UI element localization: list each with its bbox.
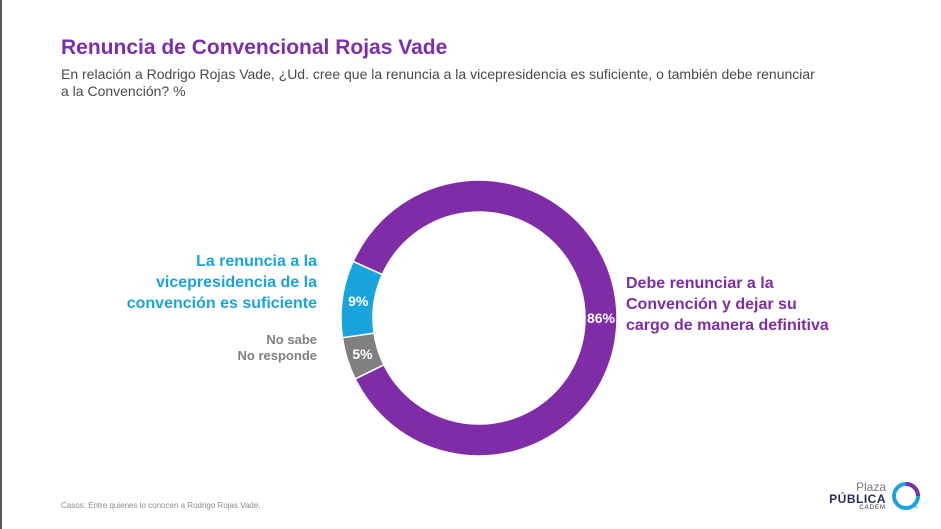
- chart-title: Renuncia de Convencional Rojas Vade: [61, 36, 448, 59]
- donut-value-label-0: 86%: [587, 310, 616, 326]
- logo-text-cadem: CADEM: [859, 505, 886, 511]
- label-debe-renunciar-line: cargo de manera definitiva: [626, 317, 829, 334]
- label-no-sabe: No sabe No responde: [238, 332, 317, 364]
- label-no-sabe-line: No sabe: [266, 332, 317, 347]
- label-debe-renunciar: Debe renunciar a la Convención y dejar s…: [626, 273, 829, 336]
- label-debe-renunciar-line: Debe renunciar a la: [626, 275, 774, 292]
- donut-value-label-2: 9%: [348, 293, 369, 309]
- footnote: Casos: Entre quienes lo conocen a Rodrig…: [61, 501, 261, 510]
- label-suficiente-line: vicepresidencia de la: [156, 274, 317, 291]
- label-suficiente-line: La renuncia a la: [196, 253, 317, 270]
- label-suficiente: La renuncia a la vicepresidencia de la c…: [127, 251, 317, 314]
- label-suficiente-line: convención es suficiente: [126, 295, 317, 312]
- chart-subtitle: En relación a Rodrigo Rojas Vade, ¿Ud. c…: [61, 66, 815, 99]
- donut-slice-2: [340, 260, 384, 339]
- logo-mark-icon: [892, 482, 920, 510]
- donut-slice-0: [352, 179, 618, 457]
- label-no-sabe-line: No responde: [237, 348, 317, 363]
- logo-text-publica: PÚBLICA: [829, 492, 886, 506]
- left-border: [0, 0, 2, 529]
- label-debe-renunciar-line: Convención y dejar su: [626, 296, 797, 313]
- logo-text-plaza: Plaza: [855, 480, 886, 494]
- plaza-publica-logo: Plaza PÚBLICA CADEM: [828, 480, 920, 514]
- donut-value-label-1: 5%: [352, 346, 373, 362]
